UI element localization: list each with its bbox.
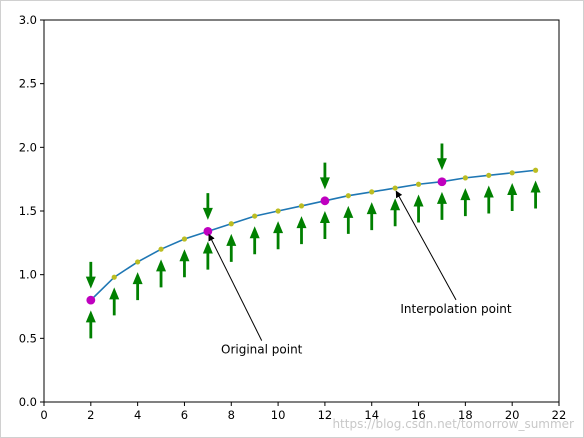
watermark: https://blog.csdn.net/tomorrow_summer: [332, 417, 574, 431]
interpolation-point: [252, 213, 258, 219]
y-tick-label: 2.5: [19, 77, 37, 91]
up-arrow: [436, 191, 447, 220]
x-tick-label: 8: [228, 408, 235, 422]
interpolation-point: [392, 185, 398, 191]
up-arrow: [366, 202, 377, 231]
original-point: [320, 196, 330, 206]
y-tick-label: 3.0: [19, 13, 37, 27]
up-arrow: [507, 182, 518, 211]
up-arrow: [156, 259, 167, 288]
original-point: [86, 295, 96, 305]
interpolation-point: [462, 175, 468, 181]
annotations: Original point Interpolation point: [208, 190, 512, 357]
up-arrow: [226, 233, 237, 262]
down-arrow: [436, 143, 447, 171]
interpolation-point: [158, 246, 164, 252]
x-tick-label: 16: [411, 408, 426, 422]
interpolation-point: [135, 259, 141, 265]
up-arrow: [483, 185, 494, 214]
up-arrow: [249, 226, 260, 255]
x-tick-label: 2: [87, 408, 94, 422]
x-tick-label: 6: [181, 408, 188, 422]
x-tick-label: 12: [318, 408, 333, 422]
annotation-label: Original point: [221, 343, 303, 357]
annotation-label: Interpolation point: [400, 302, 512, 316]
up-arrow: [296, 216, 307, 245]
up-arrow: [413, 194, 424, 223]
original-point: [437, 177, 447, 187]
plot-area: [85, 143, 541, 339]
interpolation-point: [228, 221, 234, 227]
down-arrow: [319, 162, 330, 190]
up-arrow: [273, 221, 284, 250]
interpolation-point: [275, 208, 281, 214]
x-tick-label: 20: [505, 408, 520, 422]
x-tick-label: 4: [134, 408, 141, 422]
interpolation-point: [369, 189, 375, 195]
up-arrow: [460, 188, 471, 217]
y-tick-label: 1.5: [19, 204, 37, 218]
x-tick-label: 10: [271, 408, 286, 422]
up-arrow: [85, 310, 96, 339]
up-arrow: [530, 180, 541, 209]
y-tick-label: 0.5: [19, 331, 37, 345]
interpolation-point: [345, 193, 351, 199]
curve-line: [90, 169, 536, 301]
x-tick-label: 14: [364, 408, 379, 422]
up-arrow: [202, 241, 213, 270]
annotation-arrow: [395, 190, 457, 301]
up-arrow: [319, 211, 330, 240]
interpolation-point: [111, 274, 117, 280]
down-arrow: [202, 193, 213, 220]
x-tick-label: 18: [458, 408, 473, 422]
interpolation-point: [486, 172, 492, 178]
interpolation-point: [509, 170, 515, 176]
y-tick-label: 0.0: [19, 395, 37, 409]
up-arrow: [390, 198, 401, 227]
annotation-arrow: [208, 233, 263, 341]
x-tick-label: 0: [40, 408, 47, 422]
y-tick-label: 2.0: [19, 140, 37, 154]
interpolation-point: [415, 181, 422, 187]
interpolation-point: [532, 167, 539, 173]
up-arrow: [343, 205, 354, 234]
down-arrow: [85, 261, 96, 289]
up-arrow: [109, 287, 120, 316]
axis-ticks: 0 2 4 6 8 10 12 14 16 18 20 22 0.0 0.5 1.0 1.5 2.0 2.5 3.0: [19, 13, 567, 422]
y-tick-label: 1.0: [19, 268, 37, 282]
interpolation-point: [298, 203, 305, 209]
up-arrow: [132, 272, 143, 301]
x-tick-label: 22: [552, 408, 567, 422]
original-point: [203, 226, 213, 236]
up-arrow: [179, 249, 190, 278]
interpolation-point: [181, 236, 188, 242]
